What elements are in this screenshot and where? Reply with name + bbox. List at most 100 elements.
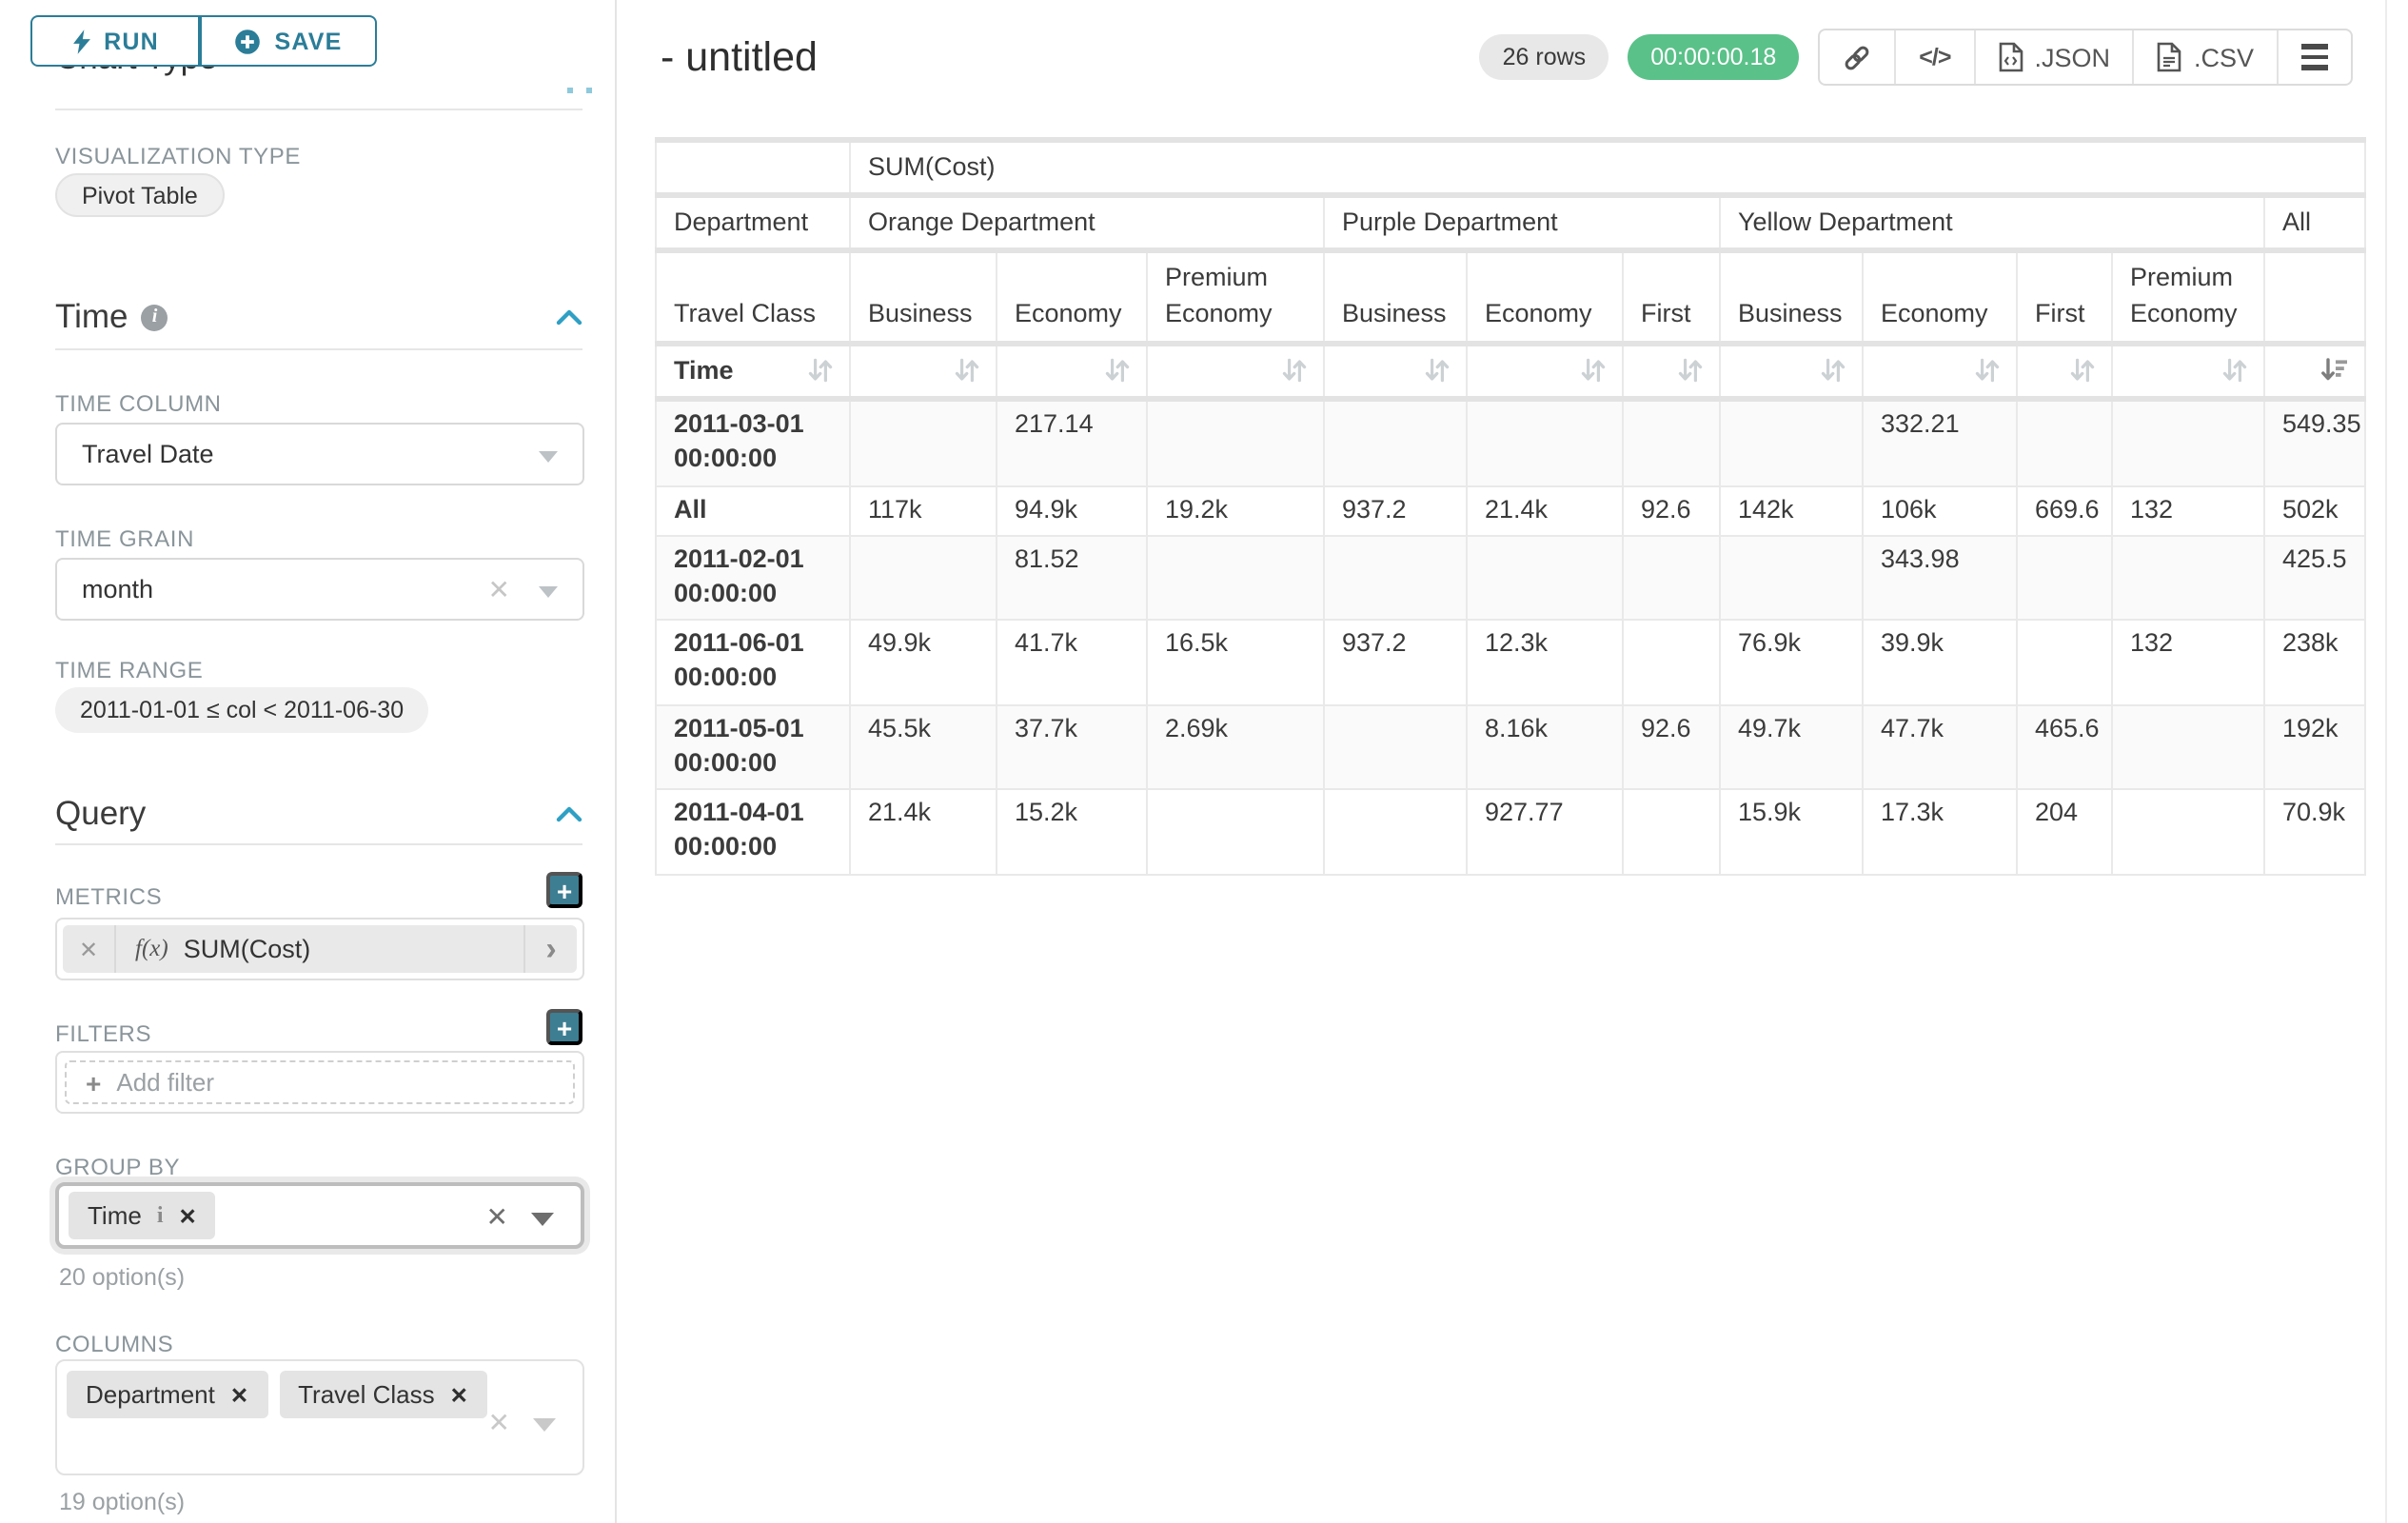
value-cell: 132 [2111, 619, 2265, 706]
time-range-label: TIME RANGE [55, 657, 204, 683]
control-panel: Chart Type RUN SAVE VISUALIZATION TYPE P… [0, 0, 617, 1523]
chip-label: Time [88, 1201, 142, 1230]
time-section-header[interactable]: Time i [55, 297, 582, 337]
travel-class-header-premium-economy: Premium Economy [1146, 249, 1325, 346]
viz-type-pill[interactable]: Pivot Table [55, 173, 225, 217]
value-cell: 549.35 [2262, 398, 2367, 487]
row-dimension-sort-header[interactable]: Time [655, 342, 851, 403]
chevron-down-icon [533, 1418, 556, 1432]
value-cell: 47.7k [1862, 703, 2018, 791]
info-icon: i [156, 1201, 164, 1228]
copy-link-button[interactable] [1820, 30, 1894, 84]
value-cell: 21.4k [1466, 485, 1624, 537]
filters-field: + Add filter [55, 1051, 584, 1114]
save-button[interactable]: SAVE [200, 15, 377, 67]
columns-select[interactable]: Department ✕ Travel Class ✕ ✕ [55, 1359, 584, 1475]
value-cell: 502k [2262, 485, 2367, 537]
info-icon[interactable]: i [141, 304, 168, 330]
divider [55, 348, 582, 350]
value-cell: 2.69k [1146, 703, 1325, 791]
export-csv-button[interactable]: .CSV [2132, 30, 2277, 84]
value-cell: 49.9k [849, 619, 997, 706]
travel-class-header-first: First [1622, 249, 1721, 346]
view-query-button[interactable]: </> [1894, 30, 1973, 84]
value-cell: 465.6 [2016, 703, 2113, 791]
csv-file-icon [2158, 42, 2182, 72]
department-header-yellow-department: Yellow Department [1719, 194, 2265, 254]
remove-chip-icon[interactable]: ✕ [449, 1385, 468, 1408]
sort-descending-icon [2321, 359, 2348, 382]
clear-icon[interactable]: ✕ [487, 1407, 510, 1437]
column-sort-header[interactable] [2016, 342, 2113, 403]
run-button-label: RUN [104, 28, 159, 54]
sort-icon [1105, 359, 1130, 384]
chip-time[interactable]: Time i ✕ [69, 1192, 216, 1239]
value-cell: 937.2 [1323, 485, 1468, 537]
lightning-icon [72, 29, 90, 53]
travel-class-header-economy: Economy [1862, 249, 2018, 346]
value-cell: 70.9k [2262, 788, 2367, 876]
export-csv-label: .CSV [2193, 43, 2254, 71]
value-cell [1622, 619, 1721, 706]
time-grain-select[interactable]: month ✕ [55, 558, 584, 621]
travel-class-header-premium-economy: Premium Economy [2111, 249, 2265, 346]
column-sort-header[interactable] [1719, 342, 1864, 403]
sort-icon [2070, 359, 2095, 384]
column-sort-header[interactable] [2111, 342, 2265, 403]
value-cell [1719, 534, 1864, 622]
remove-chip-icon[interactable]: ✕ [178, 1206, 197, 1229]
chevron-down-icon [539, 450, 558, 462]
value-cell: 19.2k [1146, 485, 1325, 537]
department-header-orange-department: Orange Department [849, 194, 1325, 254]
column-sort-header[interactable] [849, 342, 997, 403]
columns-label: COLUMNS [55, 1331, 174, 1357]
add-filter-plus-button[interactable]: + [546, 1009, 582, 1045]
department-header-all: All [2262, 194, 2367, 254]
time-range-pill[interactable]: 2011-01-01 ≤ col < 2011-06-30 [55, 687, 429, 733]
travel-class-header-business: Business [1323, 249, 1468, 346]
table-row: 2011-05-01 00:00:00 45.5k 37.7k 2.69k 8.16k 9… [655, 703, 2367, 791]
chip-travel-class[interactable]: Travel Class ✕ [279, 1371, 487, 1418]
value-cell [1146, 534, 1325, 622]
travel-class-header-economy: Economy [996, 249, 1148, 346]
value-cell: 39.9k [1862, 619, 2018, 706]
remove-chip-icon[interactable]: ✕ [229, 1385, 249, 1408]
chart-title[interactable]: - untitled [661, 34, 818, 80]
add-filter-button[interactable]: + Add filter [65, 1060, 575, 1104]
value-cell: 927.77 [1466, 788, 1624, 876]
value-cell [1323, 534, 1468, 622]
value-cell: 15.9k [1719, 788, 1864, 876]
chevron-up-icon[interactable] [556, 308, 582, 326]
chevron-up-icon[interactable] [556, 805, 582, 822]
clear-icon[interactable]: ✕ [487, 573, 510, 603]
value-cell: 8.16k [1466, 703, 1624, 791]
add-metric-button[interactable]: + [546, 872, 582, 908]
query-section-title: Query [55, 794, 147, 832]
column-sort-header[interactable] [1622, 342, 1721, 403]
column-sort-header[interactable] [1466, 342, 1624, 403]
chip-department[interactable]: Department ✕ [67, 1371, 268, 1418]
remove-metric-icon[interactable]: ✕ [63, 925, 116, 973]
sort-icon [1678, 359, 1703, 384]
export-json-label: .JSON [2034, 43, 2110, 71]
column-sort-header[interactable] [1323, 342, 1468, 403]
chevron-right-icon[interactable]: › [523, 925, 577, 973]
more-menu-button[interactable] [2277, 30, 2351, 84]
scrollbar-track[interactable] [2385, 0, 2387, 1523]
export-json-button[interactable]: .JSON [1973, 30, 2133, 84]
value-cell: 37.7k [996, 703, 1148, 791]
metric-chip[interactable]: ✕ f(x) SUM(Cost) › [63, 925, 577, 973]
value-cell: 238k [2262, 619, 2367, 706]
column-sort-header[interactable] [1146, 342, 1325, 403]
value-cell [1323, 703, 1468, 791]
column-sort-header[interactable] [1862, 342, 2018, 403]
table-row: All 117k 94.9k 19.2k 937.2 21.4k 92.6 142k 106k 6… [655, 485, 2367, 537]
column-sort-header[interactable] [2262, 342, 2367, 403]
clear-icon[interactable]: ✕ [485, 1201, 508, 1232]
query-section-header[interactable]: Query [55, 794, 582, 834]
group-by-select[interactable]: Time i ✕ ✕ [55, 1182, 584, 1249]
column-sort-header[interactable] [996, 342, 1148, 403]
time-column-select[interactable]: Travel Date [55, 423, 584, 485]
value-cell [849, 534, 997, 622]
run-button[interactable]: RUN [30, 15, 200, 67]
